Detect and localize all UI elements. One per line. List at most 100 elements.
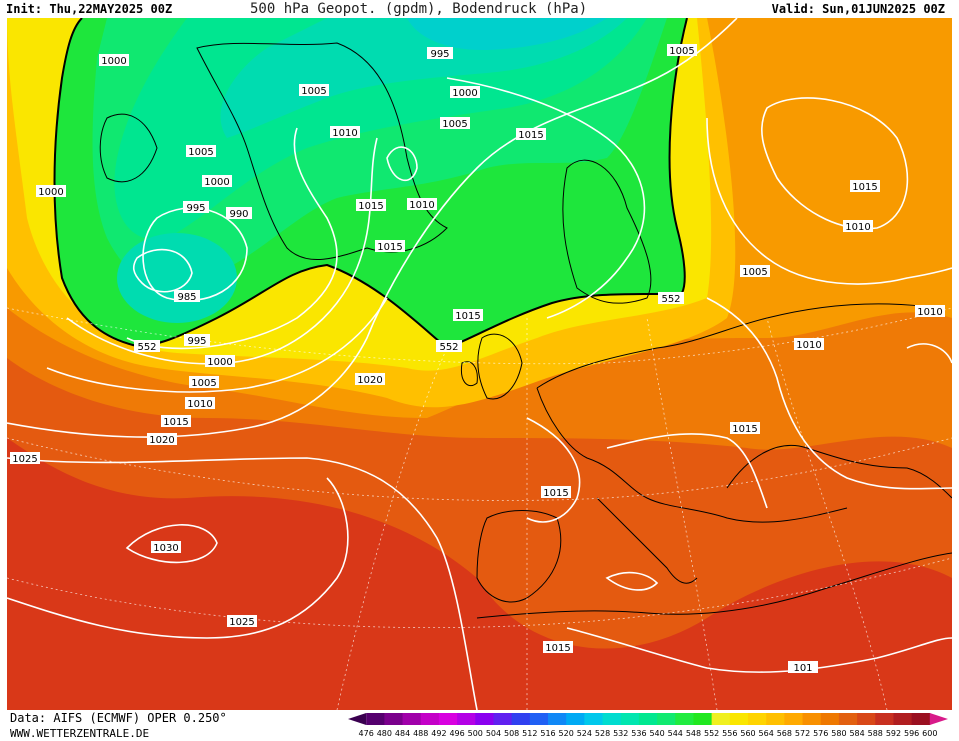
isobar-label: 1015 [852, 182, 877, 193]
legend-swatch [766, 713, 785, 725]
isobar-label: 1030 [153, 543, 178, 554]
legend-swatch [638, 713, 658, 725]
legend-swatch [693, 713, 713, 725]
isobar-label: 1015 [163, 417, 188, 428]
legend-swatch [620, 713, 640, 725]
legend-tick-label: 528 [595, 729, 610, 738]
isobar-label: 1000 [207, 357, 232, 368]
graticule [7, 307, 952, 710]
init-time-label: Init: Thu,22MAY2025 00Z [6, 2, 173, 16]
isobar-label: 1015 [518, 130, 543, 141]
isobar-label: 1005 [191, 378, 216, 389]
contour-552-labels: 552 552 552 [134, 292, 684, 353]
contour-552-label: 552 [439, 342, 458, 353]
legend-tick-label: 560 [740, 729, 755, 738]
legend-tick-label: 596 [904, 729, 919, 738]
isobar-label: 101 [793, 663, 812, 674]
contour-552-line [53, 18, 688, 350]
legend-tick-label: 476 [359, 729, 374, 738]
isobar-label: 1015 [377, 242, 402, 253]
legend-swatch [802, 713, 822, 725]
legend-swatch [566, 713, 585, 725]
legend-tick-label: 500 [468, 729, 483, 738]
legend-swatch [602, 713, 622, 725]
isobar-label: 995 [187, 336, 206, 347]
isobar-label: 995 [186, 203, 205, 214]
legend-swatch [929, 713, 948, 725]
legend-tick-label: 552 [704, 729, 719, 738]
isobar-label: 995 [430, 49, 449, 60]
legend-swatch [511, 713, 531, 725]
isobar-label: 1000 [38, 187, 63, 198]
isobar-label: 1000 [452, 88, 477, 99]
legend-tick-label: 548 [686, 729, 701, 738]
isobar-label: 1025 [229, 617, 254, 628]
legend-tick-label: 504 [486, 729, 501, 738]
legend-tick-label: 572 [795, 729, 810, 738]
legend-tick-label: 532 [613, 729, 628, 738]
legend-swatch [675, 713, 694, 725]
legend-swatch [420, 713, 440, 725]
legend-swatch [875, 713, 894, 725]
legend-tick-label: 568 [777, 729, 792, 738]
legend-tick-label: 580 [831, 729, 846, 738]
legend-tick-label: 564 [759, 729, 774, 738]
legend-swatch [857, 713, 876, 725]
legend-tick-label: 488 [413, 729, 428, 738]
weather-map: 1000 1005 1000 1005 1000 995 990 985 995… [7, 18, 952, 710]
isobar-label: 1010 [187, 399, 212, 410]
legend-tick-label: 600 [922, 729, 937, 738]
legend-swatch [366, 713, 385, 725]
legend-swatch [475, 713, 494, 725]
legend-swatch [493, 713, 513, 725]
legend-swatch [584, 713, 604, 725]
legend-swatch [548, 713, 567, 725]
legend-swatch [657, 713, 676, 725]
isobar-label: 1010 [332, 128, 357, 139]
contour-552-label: 552 [137, 342, 156, 353]
isobar-label: 1015 [543, 488, 568, 499]
legend-tick-label: 576 [813, 729, 828, 738]
legend-swatch [748, 713, 767, 725]
legend-swatch [529, 713, 549, 725]
isobar-label: 1005 [742, 267, 767, 278]
isobar-label: 1005 [669, 46, 694, 57]
legend-tick-label: 512 [522, 729, 537, 738]
legend-swatch [893, 713, 913, 725]
legend-swatch [457, 713, 476, 725]
isobar-label: 1005 [188, 147, 213, 158]
legend-tick-label: 592 [886, 729, 901, 738]
isobar-label: 1000 [204, 177, 229, 188]
legend-tick-label: 544 [668, 729, 683, 738]
legend-swatch [402, 713, 422, 725]
coastlines [99, 42, 952, 619]
isobar-label: 1010 [845, 222, 870, 233]
gph-band-540 [220, 18, 627, 138]
map-header: Init: Thu,22MAY2025 00Z 500 hPa Geopot. … [0, 0, 959, 18]
isobar-label: 990 [229, 209, 248, 220]
isobar-label: 1005 [442, 119, 467, 130]
isobar-label: 1015 [545, 643, 570, 654]
legend-tick-label: 540 [649, 729, 664, 738]
isobar-label: 1010 [409, 200, 434, 211]
legend-tick-label: 556 [722, 729, 737, 738]
map-canvas: 1000 1005 1000 1005 1000 995 990 985 995… [7, 18, 952, 710]
legend-swatch [711, 713, 731, 725]
legend-tick-label: 516 [540, 729, 555, 738]
isobar-label: 1015 [455, 311, 480, 322]
legend-tick-label: 480 [377, 729, 392, 738]
legend-swatch [438, 713, 458, 725]
legend-swatch [384, 713, 404, 725]
legend-tick-label: 492 [431, 729, 446, 738]
legend-swatch [348, 713, 367, 725]
legend-tick-label: 524 [577, 729, 592, 738]
isobar-label: 1010 [796, 340, 821, 351]
legend-tick-label: 588 [868, 729, 883, 738]
isobar-label: 985 [177, 292, 196, 303]
contour-552-label: 552 [661, 294, 680, 305]
legend-tick-label: 520 [559, 729, 574, 738]
isobar-label: 1015 [358, 201, 383, 212]
map-title: 500 hPa Geopot. (gpdm), Bodendruck (hPa) [250, 1, 588, 17]
legend-swatch [911, 713, 931, 725]
isobar-label: 1020 [149, 435, 174, 446]
